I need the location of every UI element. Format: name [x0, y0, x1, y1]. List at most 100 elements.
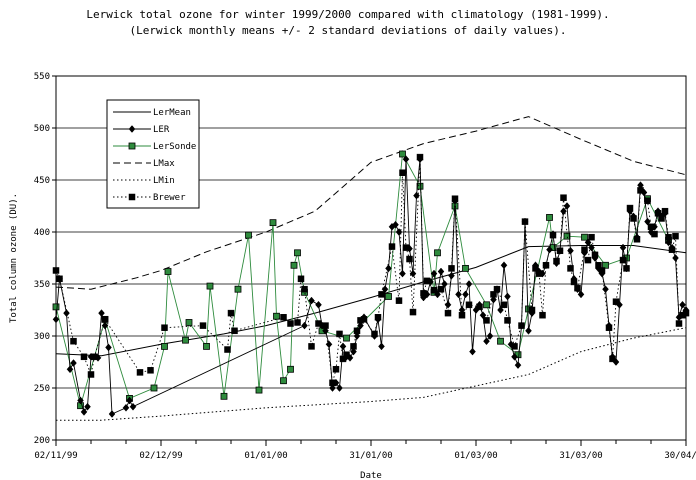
data-point-ler — [640, 188, 648, 197]
data-point-ler — [486, 332, 494, 340]
data-point-brewer — [224, 346, 231, 353]
data-point-ler — [427, 278, 434, 286]
data-point-ler — [84, 402, 91, 411]
data-point-lersonde — [546, 214, 553, 221]
y-tick-label: 300 — [34, 332, 50, 342]
data-point-brewer — [294, 319, 301, 326]
data-point-ler — [105, 343, 112, 352]
data-point-ler — [665, 238, 672, 247]
legend-item-lmax: LMax — [113, 159, 175, 169]
data-point-ler — [94, 353, 102, 362]
data-point-lersonde — [385, 293, 392, 300]
data-point-ler — [644, 217, 651, 226]
data-point-ler — [346, 353, 354, 362]
legend-label-lmin: LMin — [153, 176, 175, 186]
data-point-lersonde — [245, 231, 252, 239]
data-point-ler — [416, 155, 424, 164]
data-point-ler — [514, 361, 522, 370]
data-point-ler — [406, 244, 413, 253]
data-point-brewer — [227, 309, 235, 317]
data-point-ler — [518, 321, 525, 330]
data-point-ler — [318, 321, 326, 330]
data-point-ler — [563, 202, 571, 210]
data-point-ler — [542, 261, 550, 270]
data-point-ler — [483, 337, 490, 346]
data-point-lersonde — [182, 336, 189, 344]
data-point-ler — [500, 261, 508, 270]
data-point-lersonde — [280, 377, 287, 385]
data-point-ler — [101, 321, 109, 330]
data-point-lersonde — [269, 219, 277, 227]
legend-label-lersonde: LerSonde — [153, 142, 196, 152]
data-point-ler — [591, 254, 599, 262]
data-point-ler — [434, 290, 441, 299]
y-tick-label: 250 — [34, 384, 50, 394]
y-tick-label: 450 — [34, 176, 50, 186]
data-point-ler — [430, 269, 438, 278]
data-point-brewer — [87, 371, 95, 378]
data-point-ler — [672, 254, 679, 262]
data-point-brewer — [280, 314, 287, 321]
data-point-ler — [661, 209, 669, 218]
data-point-ler — [381, 285, 389, 294]
data-point-ler — [357, 321, 364, 330]
data-point-ler — [336, 384, 343, 392]
data-point-ler — [574, 285, 581, 294]
data-point-ler — [675, 313, 683, 322]
data-point-brewer — [388, 243, 396, 250]
data-point-ler — [570, 274, 578, 283]
data-point-brewer — [672, 232, 679, 240]
data-point-ler — [567, 246, 574, 255]
legend-label-lermean: LerMean — [153, 108, 191, 118]
data-point-ler — [493, 285, 501, 294]
data-point-ler — [329, 384, 336, 392]
data-point-brewer — [287, 320, 294, 327]
data-point-brewer — [584, 256, 592, 264]
data-point-ler — [532, 261, 539, 270]
data-point-ler — [63, 309, 70, 318]
legend-item-lersonde: LerSonde — [113, 142, 196, 152]
data-point-ler — [556, 246, 564, 255]
data-point-ler — [469, 347, 476, 356]
data-point-ler — [378, 342, 385, 351]
data-point-ler — [56, 274, 63, 283]
data-point-ler — [626, 207, 634, 216]
data-point-ler — [465, 280, 473, 288]
y-tick-label: 350 — [34, 280, 50, 290]
data-point-ler — [679, 300, 686, 309]
data-point-lersonde — [185, 319, 193, 326]
data-point-lersonde — [434, 249, 441, 257]
data-point-ler — [682, 306, 690, 314]
data-point-ler — [476, 300, 483, 309]
legend-item-ler: LER — [113, 125, 170, 135]
y-tick-label: 500 — [34, 124, 50, 134]
data-point-ler — [423, 290, 431, 299]
data-point-ler — [87, 352, 95, 361]
data-point-brewer — [395, 297, 403, 304]
data-point-ler — [448, 271, 455, 280]
data-point-ler — [560, 207, 567, 216]
data-point-ler — [504, 292, 511, 301]
data-point-brewer — [644, 197, 651, 205]
series-group — [52, 116, 690, 421]
data-point-ler — [98, 309, 105, 318]
series-line-brewer — [55, 157, 687, 383]
data-point-ler — [584, 238, 592, 247]
data-point-brewer — [465, 301, 473, 309]
data-point-brewer — [147, 367, 154, 374]
data-point-brewer — [70, 337, 77, 345]
data-point-ler — [444, 300, 452, 309]
data-point-lersonde — [206, 282, 214, 290]
y-axis-title: Total column ozone (DU). — [9, 193, 19, 323]
data-point-ler — [511, 352, 518, 361]
series-line-lmax — [55, 116, 687, 290]
data-point-lersonde — [234, 285, 242, 293]
data-point-lersonde — [287, 365, 294, 373]
data-point-brewer — [231, 327, 238, 335]
data-point-lersonde — [161, 342, 168, 350]
data-point-lersonde — [150, 384, 158, 392]
data-point-ler — [332, 378, 340, 387]
data-point-ler — [577, 290, 585, 299]
data-point-ler — [308, 296, 315, 305]
data-point-ler — [647, 228, 655, 236]
